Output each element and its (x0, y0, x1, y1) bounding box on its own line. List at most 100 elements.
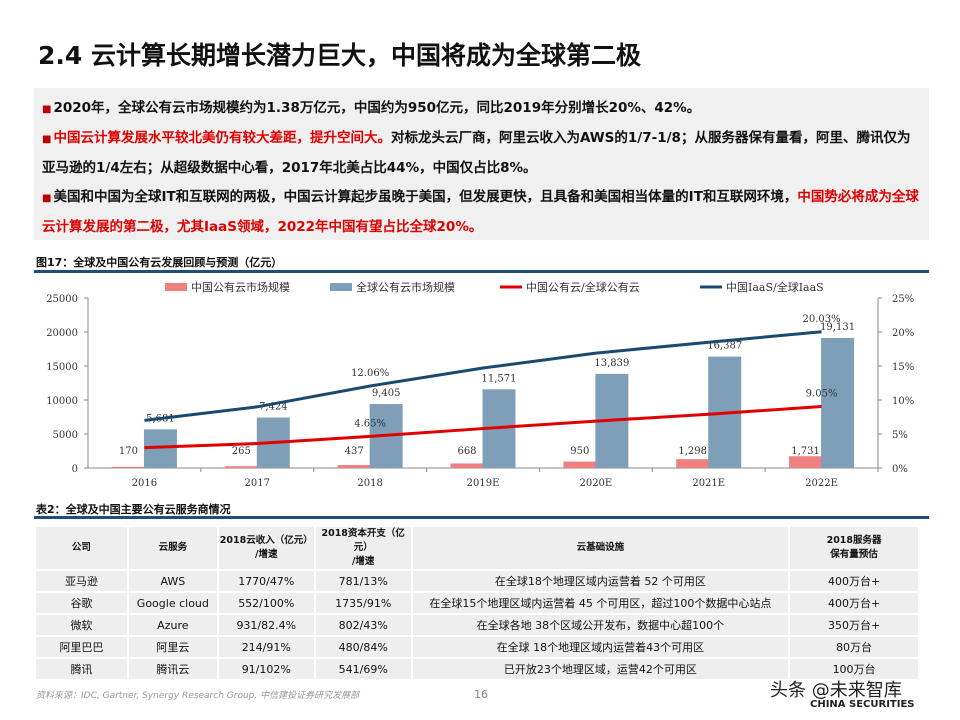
bar-china (789, 456, 823, 468)
table-cell: 400万台+ (789, 592, 920, 615)
table-row: 亚马逊 AWS 1770/47% 781/13% 在全球18个地理区域内运营着 52 个… (36, 570, 920, 593)
y2-tick-label: 25% (892, 294, 914, 305)
line-data-label: 9.05% (806, 388, 838, 399)
watermark-logo: 头条 @未来智库 CHINA SECURITIES (770, 676, 915, 710)
table-cell: 100万台 (789, 658, 920, 681)
column-header: 云基础设施 (411, 527, 791, 571)
figure-title: 图17：全球及中国公有云发展回顾与预测（亿元） (36, 256, 283, 269)
data-label: 1,298 (678, 446, 707, 457)
table-cell: 在全球各地 38个区域公开发布，数据中心超100个 (411, 614, 791, 637)
table-cell: 在全球15个地理区域内运营着 45 个可用区，超过100个数据中心站点 (411, 592, 791, 615)
x-tick-label: 2019E (467, 478, 500, 489)
y2-tick-label: 5% (892, 430, 908, 441)
table-row: 阿里巴巴 阿里云 214/91% 480/84% 在全球 18个地理区域内运营着43个可… (36, 636, 920, 659)
bar-china (224, 466, 258, 468)
column-header: 2018资本开支（亿元）/增速 (314, 527, 413, 571)
data-label: 265 (232, 446, 251, 457)
column-header: 云服务 (127, 527, 219, 571)
data-label: 9,405 (372, 388, 401, 399)
column-header: 2018云收入（亿元）/增速 (217, 527, 316, 571)
table-cell: AWS (127, 570, 219, 593)
bar-china (111, 466, 145, 468)
table-cell: 微软 (36, 614, 129, 637)
x-tick-label: 2016 (132, 478, 157, 489)
bar-china (676, 459, 710, 468)
page-title: 2.4 云计算长期增长潜力巨大，中国将成为全球第二极 (38, 41, 641, 70)
line-iaas-share (144, 330, 822, 422)
summary-highlight: 中国云计算发展水平较北美仍有较大差距，提升空间大。 (53, 130, 391, 146)
legend-label: 中国公有云市场规模 (191, 280, 290, 294)
table-cell: 亚马逊 (36, 570, 129, 593)
x-tick-label: 2018 (357, 478, 382, 489)
table-cell: 80万台 (789, 636, 920, 659)
data-label: 11,571 (482, 373, 517, 384)
y-tick-label: 10000 (46, 396, 78, 407)
cloud-providers-table: 公司 云服务 2018云收入（亿元）/增速 2018资本开支（亿元）/增速 云基础设施 2… (36, 527, 920, 681)
data-label: 668 (457, 446, 476, 457)
x-tick-label: 2022E (805, 478, 838, 489)
y-tick-label: 0 (72, 464, 78, 475)
legend-swatch (165, 283, 187, 291)
table-cell: 91/102% (217, 658, 316, 681)
data-label: 437 (345, 446, 364, 457)
summary-highlight: 中国势必将成为全球云计算发展的第二极，尤其IaaS领域，2022年中国有望占比全… (42, 189, 919, 235)
table-header-row: 公司 云服务 2018云收入（亿元）/增速 2018资本开支（亿元）/增速 云基础设施 2… (36, 527, 920, 571)
table-cell: 阿里云 (127, 636, 219, 659)
y2-tick-label: 15% (892, 362, 914, 373)
y2-tick-label: 10% (892, 396, 914, 407)
column-header: 公司 (36, 527, 129, 571)
column-header: 2018服务器 保有量预估 (789, 527, 920, 571)
page-number: 16 (474, 688, 488, 701)
y2-tick-label: 20% (892, 328, 914, 339)
data-label: 16,387 (707, 341, 742, 352)
x-tick-label: 2020E (579, 478, 612, 489)
table-cell: 腾讯 (36, 658, 129, 681)
watermark-text: 头条 @未来智库 (770, 680, 902, 701)
y-tick-label: 5000 (53, 430, 78, 441)
table-cell: 552/100% (217, 592, 316, 615)
summary-text: 美国和中国为全球IT和互联网的两极，中国云计算起步虽晚于美国，但发展更快，且具备… (53, 189, 798, 205)
table-cell: Azure (127, 614, 219, 637)
table-cell: Google cloud (127, 592, 219, 615)
table-cell: 1735/91% (314, 592, 413, 615)
data-label: 13,839 (594, 358, 629, 369)
y-tick-label: 25000 (46, 294, 78, 305)
data-label: 1,731 (791, 446, 820, 457)
table-row: 谷歌 Google cloud 552/100% 1735/91% 在全球15个地理区域… (36, 592, 920, 615)
table-row: 微软 Azure 931/82.4% 802/43% 在全球各地 38个区域公开发布，数… (36, 614, 920, 637)
table-title: 表2：全球及中国主要公有云服务商情况 (36, 503, 231, 516)
bar-china (563, 461, 597, 468)
table-cell: 214/91% (217, 636, 316, 659)
source-note: 资料来源：IDC, Gartner, Synergy Research Grou… (36, 691, 360, 701)
line-data-label: 20.03% (803, 314, 841, 325)
cloud-market-chart: 0 5000 10000 15000 20000 25000 0% 5% 10% 15% 20% 25… (46, 280, 914, 489)
legend-label: 全球公有云市场规模 (356, 280, 455, 294)
table-cell: 腾讯云 (127, 658, 219, 681)
bar-china (337, 465, 371, 468)
table-cell: 541/69% (314, 658, 413, 681)
bar-global (821, 337, 855, 468)
table-cell: 阿里巴巴 (36, 636, 129, 659)
line-data-label: 12.06% (351, 368, 389, 379)
summary-point-3: ■ 美国和中国为全球IT和互联网的两极，中国云计算起步虽晚于美国，但发展更快，且具… (42, 189, 919, 235)
table-cell: 在全球18个地理区域内运营着 52 个可用区 (411, 570, 791, 593)
summary-point-2: ■ 中国云计算发展水平较北美仍有较大差距，提升空间大。对标龙头云厂商，阿里云收入为… (42, 130, 911, 176)
line-data-label: 4.65% (354, 418, 386, 429)
brand-text: CHINA SECURITIES (810, 699, 915, 710)
data-label: 950 (570, 446, 589, 457)
table-cell: 已开放23个地理区域，运营42个可用区 (411, 658, 791, 681)
line-china-share (144, 404, 822, 450)
table-cell: 802/43% (314, 614, 413, 637)
legend-label: 中国公有云/全球公有云 (526, 280, 640, 294)
table-cell: 谷歌 (36, 592, 129, 615)
legend-swatch (330, 283, 352, 291)
x-tick-label: 2021E (692, 478, 725, 489)
table-cell: 1770/47% (217, 570, 316, 593)
y-tick-label: 15000 (46, 362, 78, 373)
bar-china (450, 463, 484, 468)
y-tick-label: 20000 (46, 328, 78, 339)
table-cell: 480/84% (314, 636, 413, 659)
table-cell: 400万台+ (789, 570, 920, 593)
table-cell: 931/82.4% (217, 614, 316, 637)
data-label: 7,424 (259, 402, 288, 413)
